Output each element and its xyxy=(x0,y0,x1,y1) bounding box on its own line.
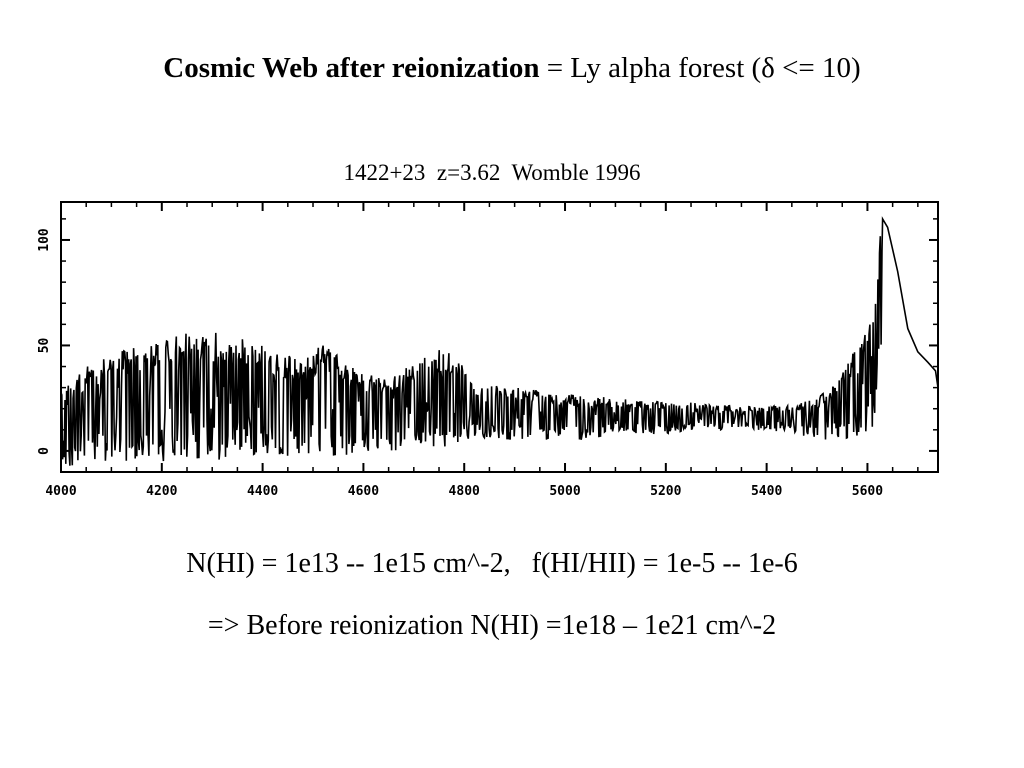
x-tick-label: 4400 xyxy=(247,484,278,499)
y-tick-label: 50 xyxy=(37,337,52,353)
slide-title: Cosmic Web after reionization = Ly alpha… xyxy=(0,52,1024,85)
axis-ticks: 4000 4200 4400 4600 4800 5000 5200 5400 5600 0 50 1… xyxy=(37,202,938,499)
y-tick-label: 0 xyxy=(37,447,52,455)
x-tick-label: 5000 xyxy=(549,484,580,499)
x-tick-label: 5400 xyxy=(751,484,782,499)
spectrum-chart: 4000 4200 4400 4600 4800 5000 5200 5400 5600 0 50 1… xyxy=(37,201,939,499)
x-tick-label: 4200 xyxy=(146,484,177,499)
before-reionization-text: => Before reionization N(HI) =1e18 – 1e2… xyxy=(207,610,777,641)
spectrum-line xyxy=(60,216,939,466)
plot-frame xyxy=(60,201,939,473)
slide-title-rest: = Ly alpha forest (δ <= 10) xyxy=(539,52,861,84)
x-tick-label: 5200 xyxy=(650,484,681,499)
column-density-text: N(HI) = 1e13 -- 1e15 cm^-2, f(HI/HII) = … xyxy=(186,548,798,579)
x-tick-label: 5600 xyxy=(852,484,883,499)
slide-title-bold: Cosmic Web after reionization xyxy=(163,52,540,84)
x-tick-label: 4000 xyxy=(45,484,76,499)
x-tick-label: 4800 xyxy=(449,484,480,499)
y-tick-label: 100 xyxy=(37,228,52,252)
chart-title: 1422+23 z=3.62 Womble 1996 xyxy=(343,160,641,185)
x-tick-label: 4600 xyxy=(348,484,379,499)
plot-area xyxy=(60,216,939,466)
